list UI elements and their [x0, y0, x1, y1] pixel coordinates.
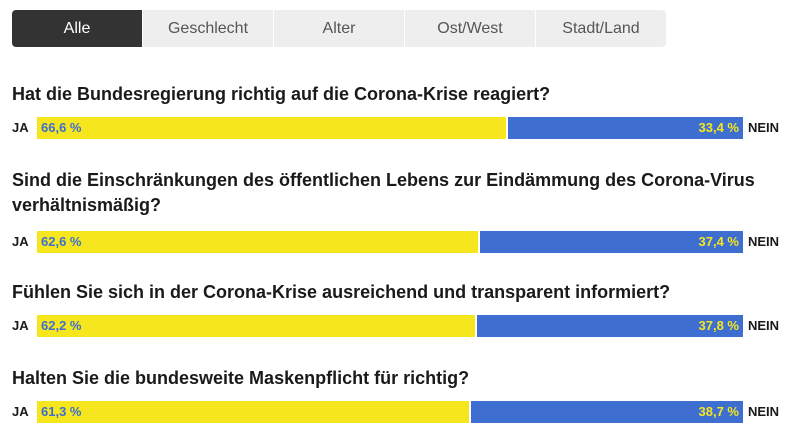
- tab-alle[interactable]: Alle: [12, 10, 142, 47]
- no-value-label: 37,8 %: [698, 318, 739, 333]
- tab-geschlecht[interactable]: Geschlecht: [143, 10, 273, 47]
- answer-bar-row: JA 61,3 % 38,7 % NEIN: [12, 401, 792, 423]
- yes-value-label: 61,3 %: [41, 404, 82, 419]
- yes-bar: 62,6 %: [37, 231, 478, 253]
- no-value-label: 37,4 %: [698, 234, 739, 249]
- yes-value-label: 62,6 %: [41, 234, 82, 249]
- answer-bar-row: JA 62,2 % 37,8 % NEIN: [12, 315, 792, 337]
- tab-ost-west[interactable]: Ost/West: [405, 10, 535, 47]
- tab-alter[interactable]: Alter: [274, 10, 404, 47]
- no-label: NEIN: [748, 318, 780, 333]
- no-value-label: 38,7 %: [698, 404, 739, 419]
- no-bar: 33,4 %: [508, 117, 743, 139]
- question-title: Sind die Einschränkungen des öffentliche…: [12, 170, 755, 215]
- no-bar: 37,4 %: [480, 231, 743, 253]
- bar-track: 62,2 % 37,8 %: [37, 315, 743, 337]
- tab-stadt-land[interactable]: Stadt/Land: [536, 10, 666, 47]
- yes-bar: 61,3 %: [37, 401, 469, 423]
- no-label: NEIN: [748, 234, 780, 249]
- filter-tabs: Alle Geschlecht Alter Ost/West Stadt/Lan…: [12, 10, 666, 47]
- yes-label: JA: [12, 404, 29, 419]
- answer-bar-row: JA 62,6 % 37,4 % NEIN: [12, 231, 792, 253]
- no-label: NEIN: [748, 120, 780, 135]
- bar-track: 62,6 % 37,4 %: [37, 231, 743, 253]
- bar-track: 66,6 % 33,4 %: [37, 117, 743, 139]
- answer-bar-row: JA 66,6 % 33,4 % NEIN: [12, 117, 792, 139]
- no-value-label: 33,4 %: [698, 120, 739, 135]
- yes-bar: 66,6 %: [37, 117, 506, 139]
- yes-bar: 62,2 %: [37, 315, 475, 337]
- yes-label: JA: [12, 318, 29, 333]
- question-title: Fühlen Sie sich in der Corona-Krise ausr…: [12, 282, 671, 302]
- yes-label: JA: [12, 120, 29, 135]
- yes-value-label: 66,6 %: [41, 120, 82, 135]
- bar-track: 61,3 % 38,7 %: [37, 401, 743, 423]
- question-title: Hat die Bundesregierung richtig auf die …: [12, 84, 551, 104]
- yes-label: JA: [12, 234, 29, 249]
- yes-value-label: 62,2 %: [41, 318, 82, 333]
- no-bar: 38,7 %: [471, 401, 743, 423]
- no-label: NEIN: [748, 404, 780, 419]
- question-title: Halten Sie die bundesweite Maskenpflicht…: [12, 368, 470, 388]
- no-bar: 37,8 %: [477, 315, 743, 337]
